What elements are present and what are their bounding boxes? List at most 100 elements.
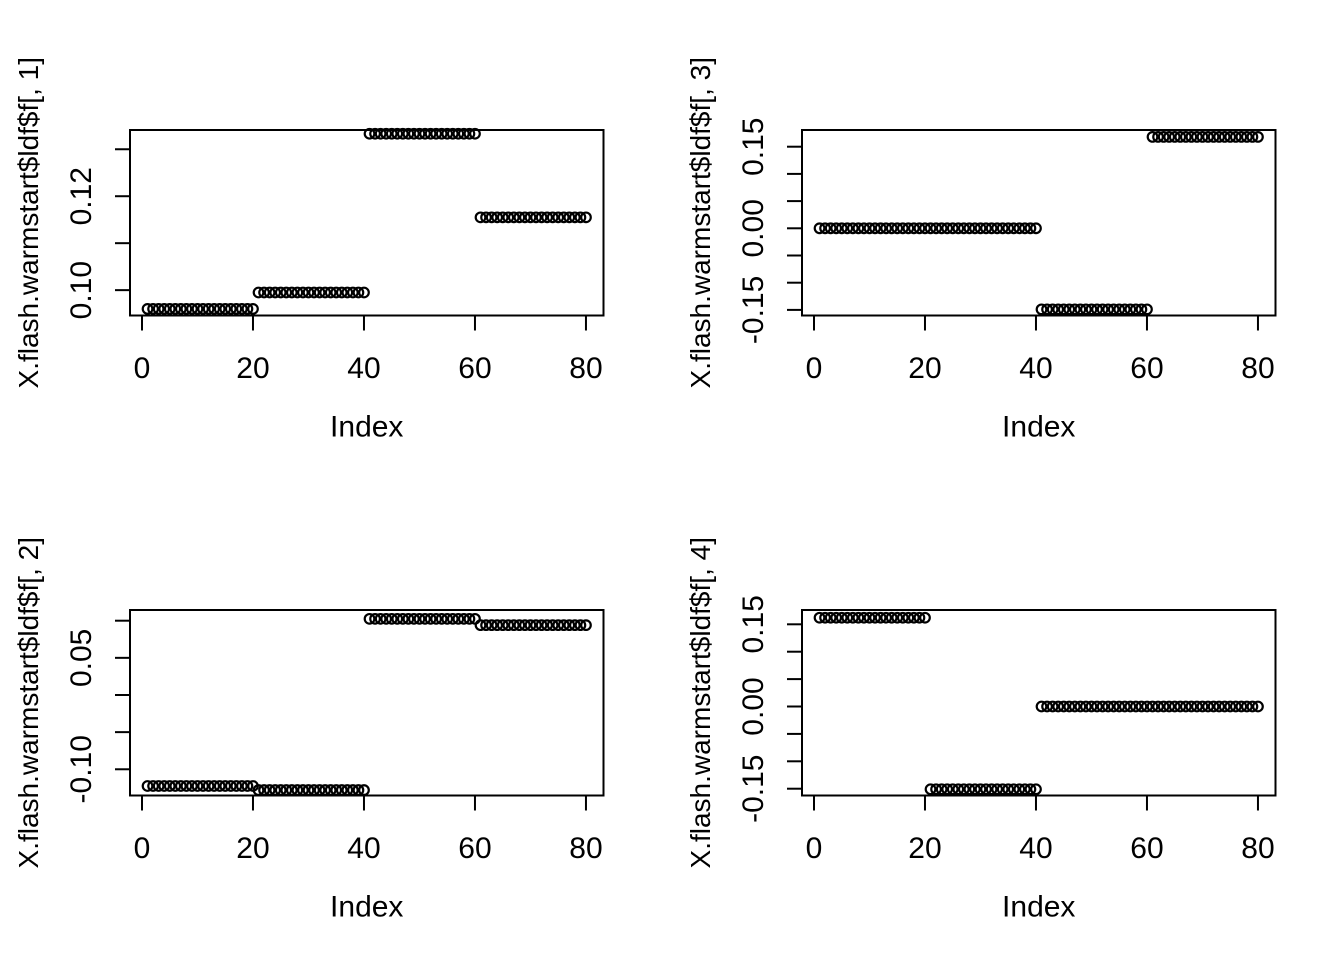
data-point (1163, 131, 1176, 143)
data-point (186, 303, 198, 315)
data-point (1096, 700, 1109, 713)
data-point (974, 222, 987, 235)
data-point (907, 611, 920, 624)
data-point (980, 783, 992, 796)
data-point (352, 286, 365, 299)
data-point (1163, 700, 1176, 713)
data-point (219, 780, 232, 792)
data-point (174, 303, 187, 315)
data-point (913, 611, 926, 624)
data-point (297, 286, 309, 299)
plot-svg-top-left: 0 20 40 60 80 0.10 0.12 Index X.flash.warmstar… (13, 57, 605, 444)
data-point (202, 780, 215, 792)
data-point (358, 286, 370, 299)
plot-svg-bottom-right: 0 20 40 60 80 -0.15 0.00 0.15 Index X.flash.war… (685, 537, 1277, 924)
data-point (369, 127, 381, 140)
y-tick-label: 0.15 (737, 595, 770, 653)
data-point (446, 612, 459, 625)
data-point (269, 784, 282, 796)
data-point (563, 619, 576, 632)
data-point (880, 222, 893, 235)
data-point (197, 303, 209, 315)
data-point (485, 211, 498, 224)
data-point (902, 222, 915, 235)
x-tick-label: 40 (347, 832, 380, 865)
data-point (297, 784, 309, 796)
x-tick-label: 40 (347, 352, 380, 385)
data-point (1091, 700, 1103, 713)
data-point (186, 780, 198, 792)
data-point (819, 222, 831, 235)
plot-svg-bottom-left: 0 20 40 60 80 -0.10 0.05 Index X.flash.warmsta… (13, 537, 605, 924)
data-point (1035, 700, 1048, 713)
data-point (224, 780, 237, 792)
data-point (841, 222, 854, 235)
data-point (1018, 222, 1031, 235)
data-point (563, 211, 576, 224)
y-tick-label: 0.12 (65, 167, 98, 225)
data-point (863, 611, 876, 624)
data-point (330, 784, 343, 796)
data-point (235, 303, 248, 315)
plot-frame (129, 609, 605, 797)
data-point (957, 222, 970, 235)
data-point (163, 303, 176, 315)
data-point (1218, 131, 1231, 143)
data-point (1185, 131, 1198, 143)
data-point (1007, 783, 1020, 796)
data-point (935, 222, 948, 235)
data-point (380, 612, 393, 625)
data-point (880, 611, 893, 624)
data-point (896, 222, 909, 235)
data-point (824, 222, 837, 235)
data-point (169, 303, 182, 315)
data-point (830, 222, 843, 235)
x-tick-label: 20 (908, 352, 941, 385)
data-point (1024, 222, 1037, 235)
data-point (419, 612, 431, 625)
data-point (885, 611, 898, 624)
x-tick-label: 80 (1241, 352, 1274, 385)
data-point (1240, 700, 1253, 713)
data-point (235, 780, 248, 792)
data-point (352, 784, 365, 796)
data-point (258, 286, 270, 299)
data-point (402, 127, 415, 140)
data-point (252, 286, 265, 299)
plot-dynamic-content: 0 20 40 60 80 -0.15 0.00 0.15 (737, 118, 1277, 385)
data-point (1107, 700, 1120, 713)
data-point (1246, 131, 1259, 143)
data-point (502, 211, 515, 224)
data-point (858, 222, 870, 235)
data-point (1030, 783, 1042, 796)
data-point (1113, 303, 1126, 316)
data-point (152, 303, 165, 315)
data-point (1002, 783, 1015, 796)
data-point (280, 286, 293, 299)
x-axis-title: Index (1002, 891, 1075, 924)
x-tick-label: 40 (1019, 832, 1052, 865)
data-point (152, 780, 165, 792)
data-point (874, 222, 887, 235)
data-point (1124, 700, 1137, 713)
data-point (274, 784, 287, 796)
data-point (546, 619, 559, 632)
data-point (191, 780, 204, 792)
data-point (208, 303, 221, 315)
data-point (158, 303, 171, 315)
data-point (230, 303, 243, 315)
data-point (1007, 222, 1020, 235)
data-point (985, 222, 998, 235)
data-point (341, 286, 354, 299)
data-point (302, 784, 315, 796)
data-point (580, 619, 592, 632)
data-point (1185, 700, 1198, 713)
data-point (568, 619, 581, 632)
data-point (858, 611, 870, 624)
data-point (369, 612, 381, 625)
data-point (263, 286, 276, 299)
data-point (496, 211, 509, 224)
data-point (224, 303, 237, 315)
data-point (1129, 700, 1142, 713)
data-point (341, 784, 354, 796)
